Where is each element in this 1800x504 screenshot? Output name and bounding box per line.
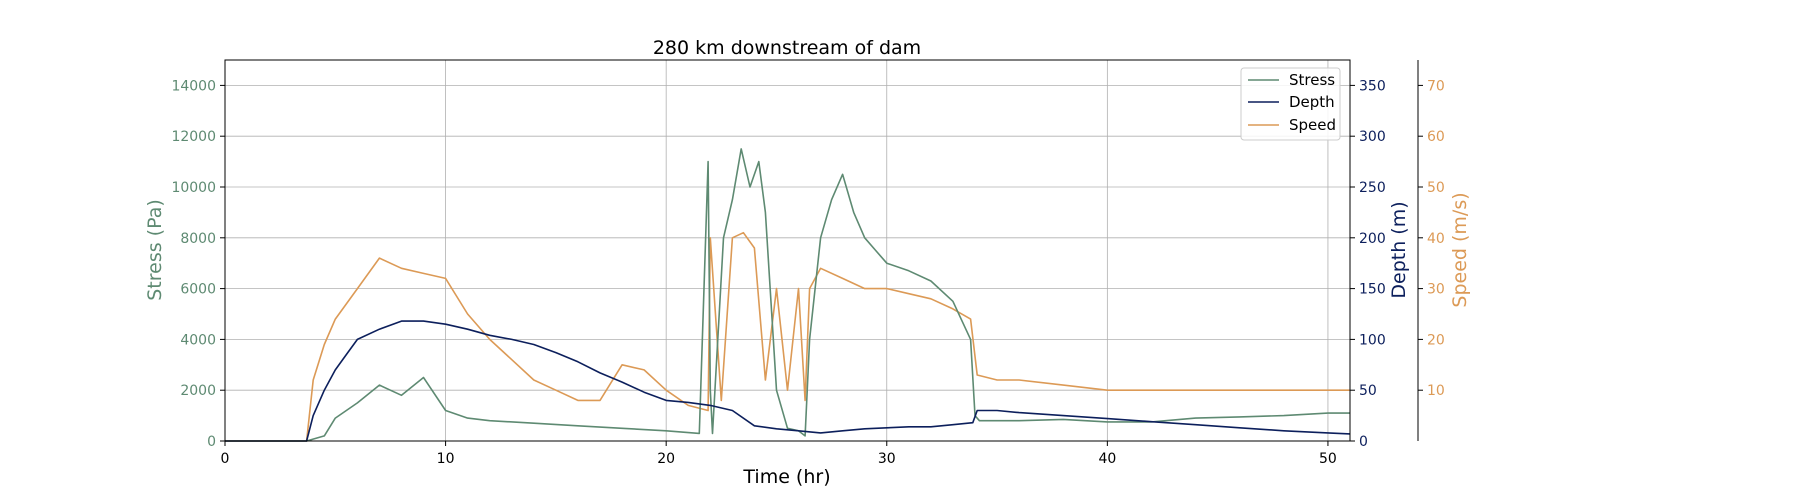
depth-axis: 0 50 100 150 200 250 300 350 — [1350, 78, 1386, 450]
series-line-depth — [225, 320, 1351, 442]
legend: Stress Depth Speed — [1240, 67, 1341, 141]
speed-tick-label: 30 — [1427, 282, 1445, 298]
speed-tick-label: 10 — [1427, 383, 1445, 399]
plot-frame — [224, 59, 1351, 442]
stress-tick-label: 6000 — [180, 282, 216, 298]
legend-label-stress: Stress — [1289, 71, 1335, 89]
legend-label-speed: Speed — [1289, 116, 1336, 134]
series-line-speed — [225, 231, 1350, 442]
stress-tick-label: 0 — [207, 434, 216, 450]
x-tick-label: 0 — [221, 451, 230, 467]
x-tick-label: 20 — [657, 451, 675, 467]
stress-tick-label: 4000 — [180, 332, 216, 348]
depth-tick-label: 200 — [1359, 231, 1386, 247]
speed-tick-label: 50 — [1427, 180, 1445, 196]
speed-tick-label: 70 — [1427, 78, 1445, 94]
chart-title: 280 km downstream of dam — [653, 37, 921, 59]
depth-tick-label: 300 — [1359, 129, 1386, 145]
stress-tick-label: 8000 — [180, 231, 216, 247]
speed-axis-label: Speed (m/s) — [1449, 192, 1471, 307]
stress-tick-label: 10000 — [171, 180, 216, 196]
speed-axis: 10 20 30 40 50 60 70 — [1417, 60, 1445, 441]
stress-axis: 0 2000 4000 6000 8000 10000 12000 14000 — [171, 78, 225, 450]
depth-tick-label: 0 — [1359, 434, 1368, 450]
stress-tick-label: 2000 — [180, 383, 216, 399]
x-tick-label: 30 — [878, 451, 896, 467]
stress-axis-label: Stress (Pa) — [144, 199, 166, 301]
x-axis: 0 10 20 30 40 50 — [221, 441, 1337, 467]
depth-tick-label: 350 — [1359, 78, 1386, 94]
stress-tick-label: 14000 — [171, 78, 216, 94]
speed-tick-label: 20 — [1427, 332, 1445, 348]
x-tick-label: 50 — [1319, 451, 1337, 467]
stress-tick-label: 12000 — [171, 129, 216, 145]
depth-axis-label: Depth (m) — [1388, 201, 1410, 298]
depth-tick-label: 150 — [1359, 282, 1386, 298]
depth-tick-label: 100 — [1359, 332, 1386, 348]
series-line-stress — [225, 148, 1350, 442]
legend-label-depth: Depth — [1289, 93, 1335, 111]
x-tick-label: 10 — [437, 451, 455, 467]
depth-tick-label: 250 — [1359, 180, 1386, 196]
speed-tick-label: 40 — [1427, 231, 1445, 247]
x-axis-label: Time (hr) — [742, 466, 830, 488]
series-layer — [225, 148, 1351, 442]
legend-box — [1240, 67, 1341, 141]
depth-tick-label: 50 — [1359, 383, 1377, 399]
x-tick-label: 40 — [1098, 451, 1116, 467]
speed-tick-label: 60 — [1427, 129, 1445, 145]
